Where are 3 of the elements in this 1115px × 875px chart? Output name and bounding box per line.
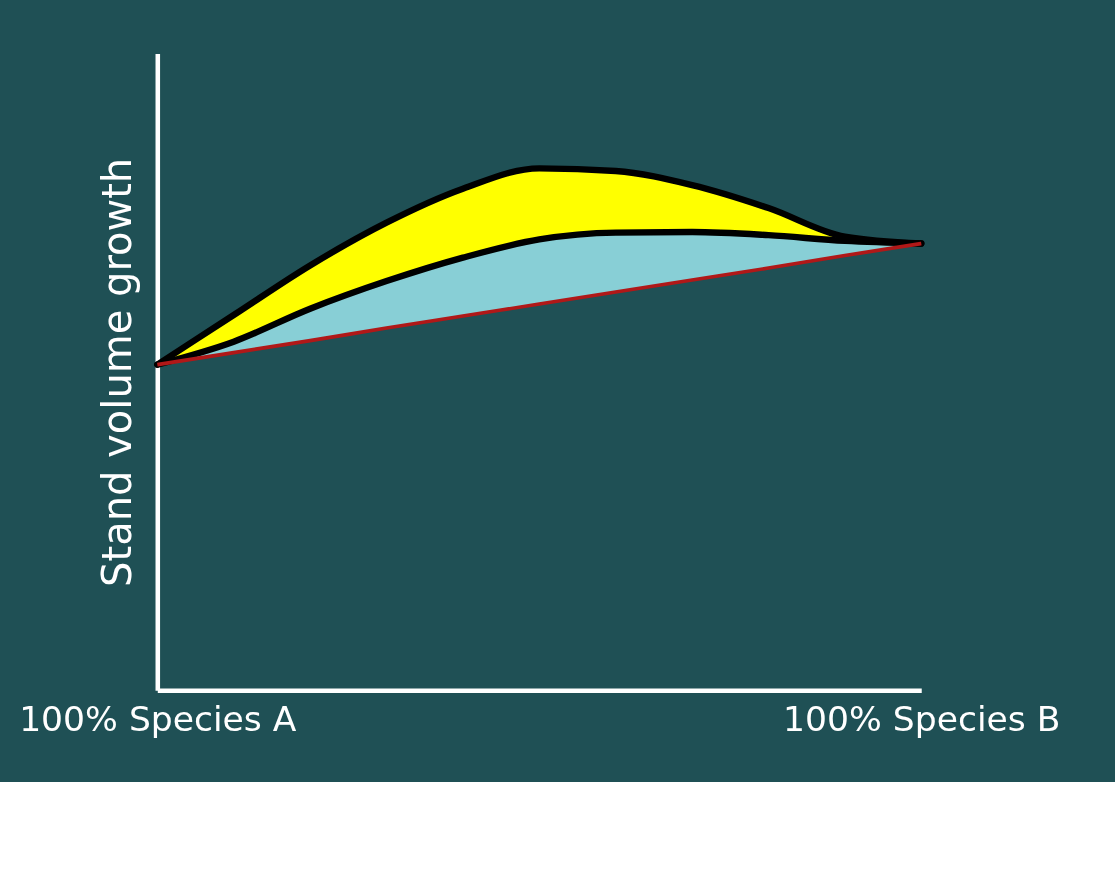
x-tick-label: 100% Species A	[19, 698, 297, 739]
y-axis-title: Stand volume growth	[94, 157, 141, 587]
x-tick-label: 100% Species B	[783, 698, 1061, 739]
